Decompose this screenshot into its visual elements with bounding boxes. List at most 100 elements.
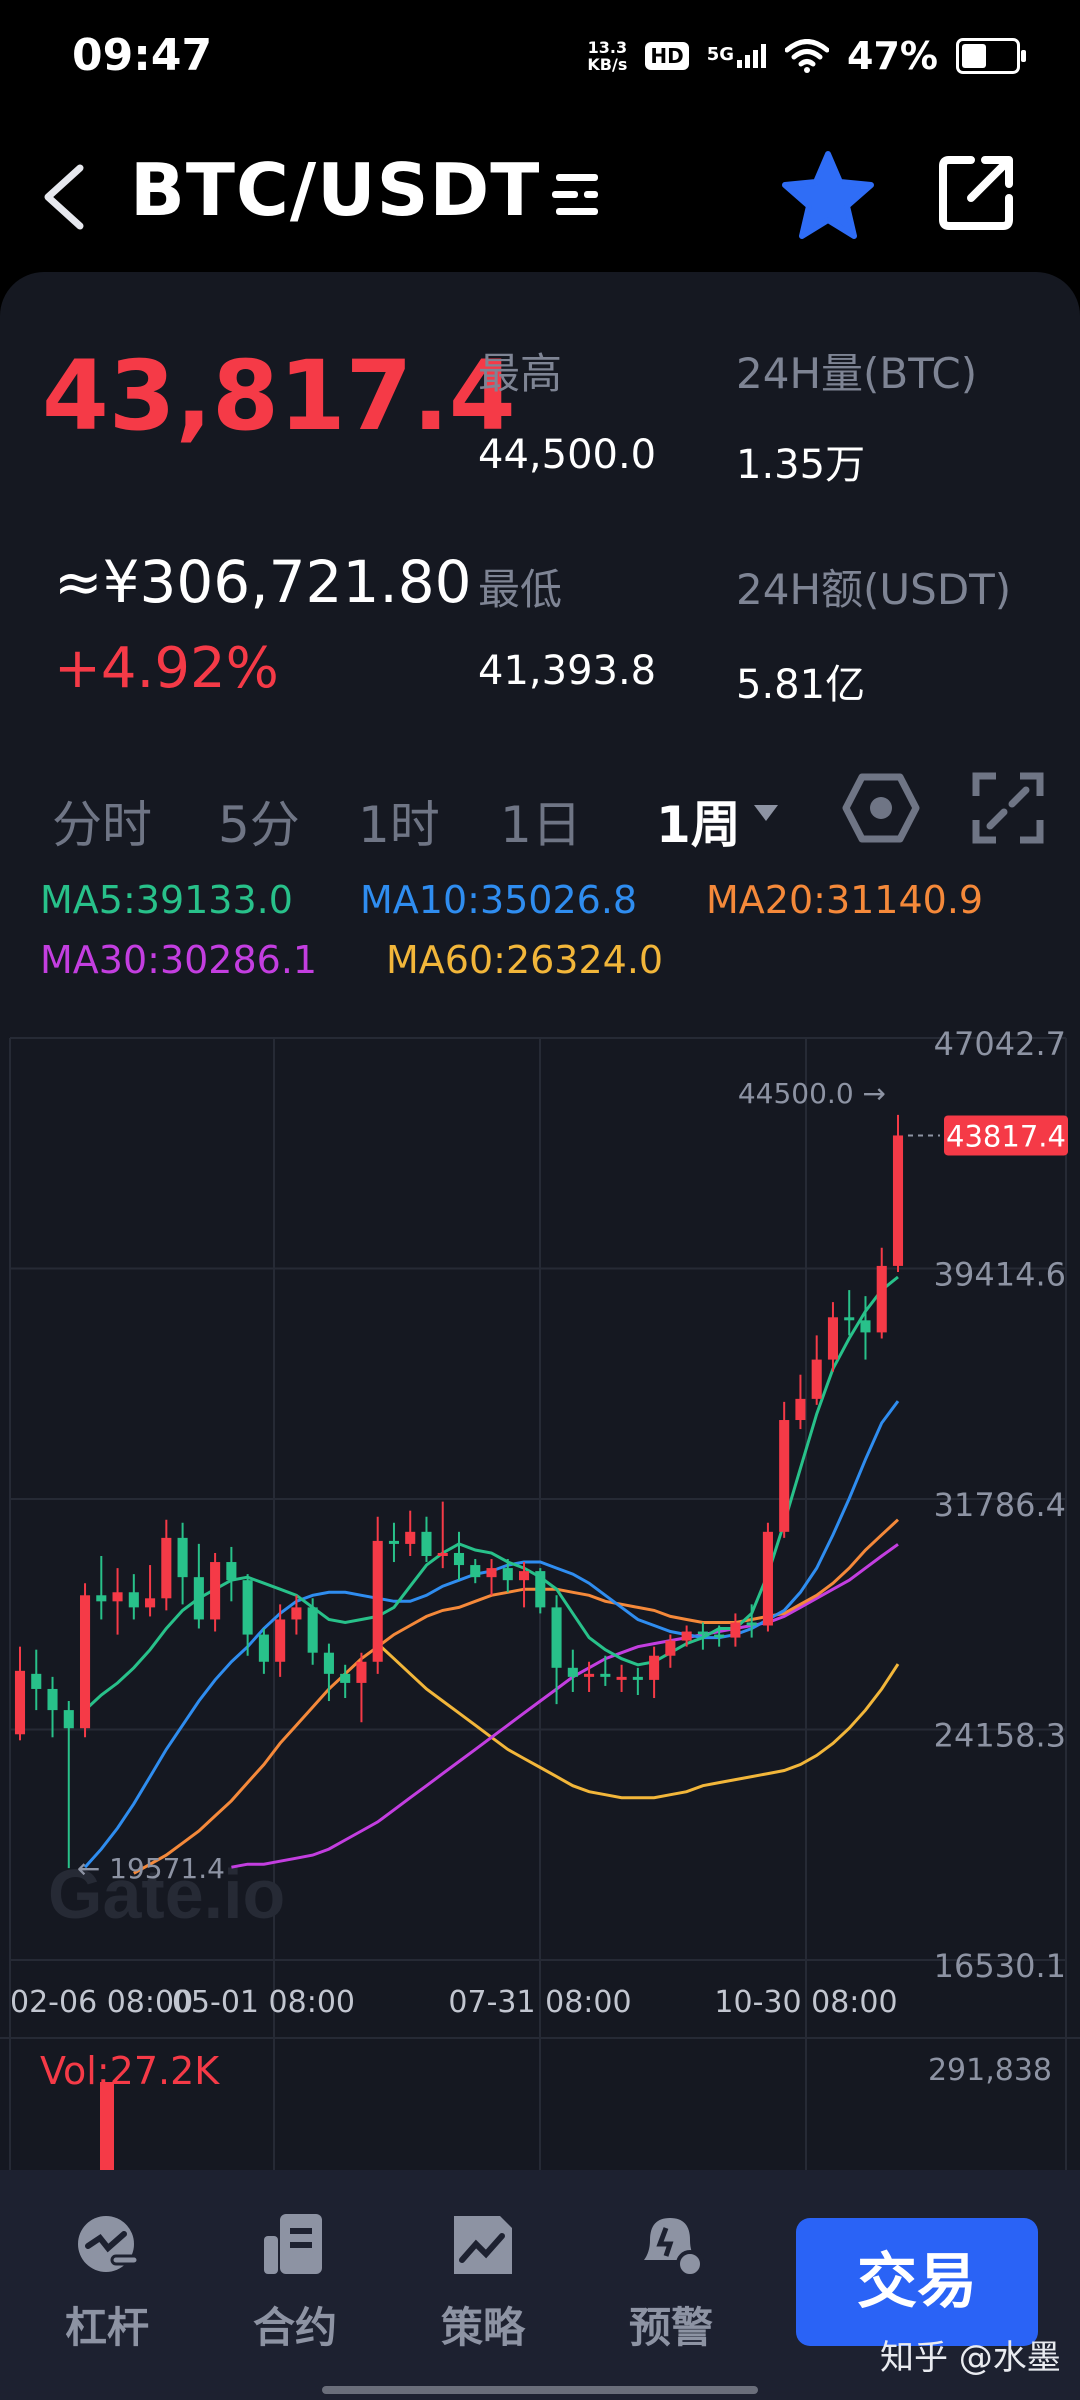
nav-contract-label: 合约 <box>252 2303 337 2352</box>
vol-value: 1.35万 <box>736 442 866 488</box>
x-tick-label: 07-31 08:00 <box>448 1985 631 2020</box>
amount-value: 5.81亿 <box>736 662 866 708</box>
high-marker: 44500.0 → <box>738 1077 886 1110</box>
chart-watermark: Gate.io <box>48 1855 285 1933</box>
x-tick-label: 02-06 08:00 <box>10 1985 193 2020</box>
status-icons: 13.3 KB/s HD 5G 47% <box>587 34 1026 78</box>
candle-body <box>128 1592 139 1608</box>
ma5-value: MA5:39133.0 <box>40 878 293 922</box>
ma30-value: MA30:30286.1 <box>40 938 318 982</box>
candle-body <box>47 1688 58 1711</box>
x-tick-label: 05-01 08:00 <box>172 1985 355 2020</box>
y-tick-label: 24158.3 <box>934 1716 1066 1754</box>
status-time: 09:47 <box>72 30 213 81</box>
dropdown-arrow-icon[interactable] <box>752 802 780 824</box>
signal-icon: 5G <box>707 44 767 68</box>
candle-body <box>470 1565 481 1578</box>
candle-body <box>405 1531 416 1544</box>
candle-body <box>827 1317 839 1360</box>
candle-body <box>600 1673 611 1677</box>
tab-timeframe-5m[interactable]: 5分 <box>218 796 300 854</box>
candle-body <box>242 1580 253 1635</box>
ma20-line <box>133 1518 900 1875</box>
candle-body <box>307 1607 318 1653</box>
ma10-line <box>83 1400 900 1869</box>
candle-body <box>486 1568 497 1578</box>
back-icon[interactable] <box>38 162 90 232</box>
candle-body <box>860 1320 871 1333</box>
ma5-line <box>83 1275 899 1712</box>
trade-button[interactable]: 交易 <box>796 2218 1038 2346</box>
indicator-settings-icon[interactable] <box>842 772 920 844</box>
y-tick-label: 47042.7 <box>934 1025 1066 1063</box>
candle-body <box>844 1317 855 1321</box>
candle-body <box>697 1631 708 1635</box>
y-tick-label: 39414.6 <box>934 1255 1066 1293</box>
ma20-value: MA20:31140.9 <box>706 878 984 922</box>
hd-badge: HD <box>645 42 689 70</box>
kline-chart[interactable]: 47042.7 39414.6 31786.4 24158.3 16530.1 02-06… <box>0 1000 1080 2170</box>
leverage-icon <box>78 2216 140 2272</box>
chart-grid: 47042.7 39414.6 31786.4 24158.3 16530.1 02-06… <box>0 1025 1080 2170</box>
zhihu-watermark: 知乎 @水墨 <box>880 2338 1061 2378</box>
candle-body <box>811 1359 822 1399</box>
ma30-line <box>231 1543 899 1869</box>
high-value: 44,500.0 <box>478 432 657 478</box>
candle-body <box>535 1571 546 1608</box>
amount-label: 24H额(USDT) <box>736 565 1012 614</box>
wifi-icon <box>785 39 830 73</box>
nav-strategy[interactable]: 策略 <box>408 2210 558 2355</box>
nav-alert-label: 预警 <box>628 2303 713 2352</box>
candle-body <box>388 1540 400 1544</box>
nav-alert[interactable]: 预警 <box>596 2210 746 2355</box>
candle-body <box>649 1655 660 1680</box>
cny-price: ≈¥306,721.80 <box>54 548 472 616</box>
candle-body <box>63 1710 74 1729</box>
battery-cap <box>1021 50 1026 62</box>
net-speed-value: 13.3 <box>587 38 628 57</box>
share-icon[interactable] <box>935 150 1019 234</box>
candle-body <box>876 1265 887 1333</box>
candle-body <box>892 1135 904 1266</box>
nav-strategy-label: 策略 <box>440 2303 525 2352</box>
last-price-tag: 43817.4 <box>946 1119 1066 1153</box>
tab-timeframe-line[interactable]: 分时 <box>52 796 152 854</box>
nav-leverage-label: 杠杆 <box>64 2303 149 2352</box>
high-label: 最高 <box>478 349 563 398</box>
candle-body <box>372 1540 383 1662</box>
nav-contract[interactable]: 合约 <box>220 2210 370 2355</box>
signal-bars-icon <box>737 44 767 68</box>
volume-bar <box>100 2082 114 2170</box>
candle-body <box>584 1673 595 1677</box>
candle-body <box>226 1562 237 1581</box>
home-indicator[interactable] <box>322 2386 758 2394</box>
fullscreen-icon[interactable] <box>972 772 1044 844</box>
x-tick-label: 10-30 08:00 <box>714 1985 897 2020</box>
net-speed-unit: KB/s <box>587 55 628 74</box>
tab-timeframe-1h[interactable]: 1时 <box>358 796 440 854</box>
candle-body <box>177 1537 188 1578</box>
candle-body <box>502 1568 513 1581</box>
volume-tick: 291,838 <box>928 2053 1052 2088</box>
candle-body <box>275 1619 286 1662</box>
nav-leverage[interactable]: 杠杆 <box>32 2210 182 2355</box>
y-tick-label: 31786.4 <box>934 1486 1066 1524</box>
candle-body <box>567 1667 578 1677</box>
price-change: +4.92% <box>54 636 279 701</box>
candle-body <box>96 1595 107 1602</box>
list-menu-icon[interactable] <box>550 172 602 218</box>
last-price: 43,817.4 <box>42 340 516 452</box>
candle-body <box>762 1531 773 1626</box>
volume-label: Vol:27.2K <box>40 2049 220 2093</box>
star-icon[interactable] <box>780 150 876 240</box>
pair-title[interactable]: BTC/USDT <box>130 148 541 232</box>
low-value: 41,393.8 <box>478 648 657 694</box>
battery-fill <box>962 44 987 68</box>
candle-body <box>730 1622 741 1638</box>
candle-body <box>665 1640 676 1656</box>
candle-body <box>779 1420 790 1532</box>
tab-timeframe-1w[interactable]: 1周 <box>656 796 741 854</box>
candle-body <box>714 1634 725 1638</box>
tab-timeframe-1d[interactable]: 1日 <box>500 796 582 854</box>
low-label: 最低 <box>478 565 563 614</box>
